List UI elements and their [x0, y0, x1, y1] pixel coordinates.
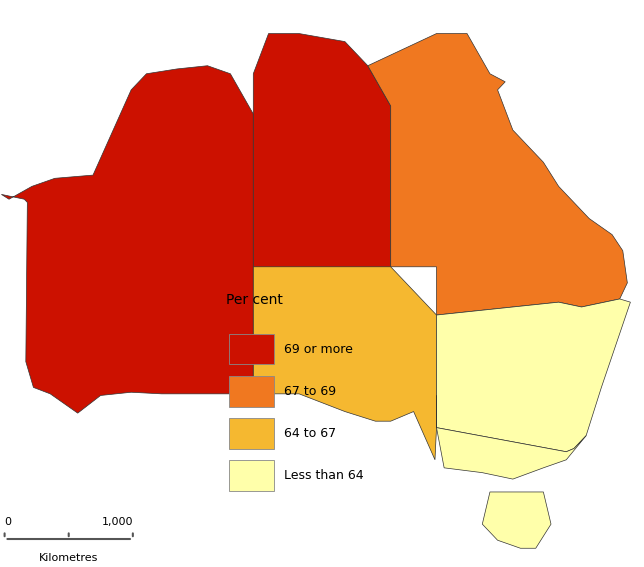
- Text: 64 to 67: 64 to 67: [283, 427, 336, 440]
- Polygon shape: [437, 299, 630, 452]
- FancyBboxPatch shape: [229, 460, 274, 491]
- Polygon shape: [437, 395, 586, 479]
- Polygon shape: [482, 492, 551, 548]
- Text: 0: 0: [5, 517, 12, 527]
- Text: Per cent: Per cent: [226, 294, 283, 307]
- Polygon shape: [1, 66, 253, 413]
- FancyBboxPatch shape: [229, 418, 274, 449]
- Polygon shape: [253, 267, 437, 460]
- Polygon shape: [253, 33, 391, 394]
- Text: 69 or more: 69 or more: [283, 342, 352, 356]
- Text: Less than 64: Less than 64: [283, 469, 363, 482]
- Text: Kilometres: Kilometres: [39, 553, 99, 563]
- Polygon shape: [368, 33, 627, 315]
- Text: 67 to 69: 67 to 69: [283, 385, 336, 397]
- Text: 1,000: 1,000: [101, 517, 133, 527]
- FancyBboxPatch shape: [229, 333, 274, 365]
- FancyBboxPatch shape: [229, 376, 274, 407]
